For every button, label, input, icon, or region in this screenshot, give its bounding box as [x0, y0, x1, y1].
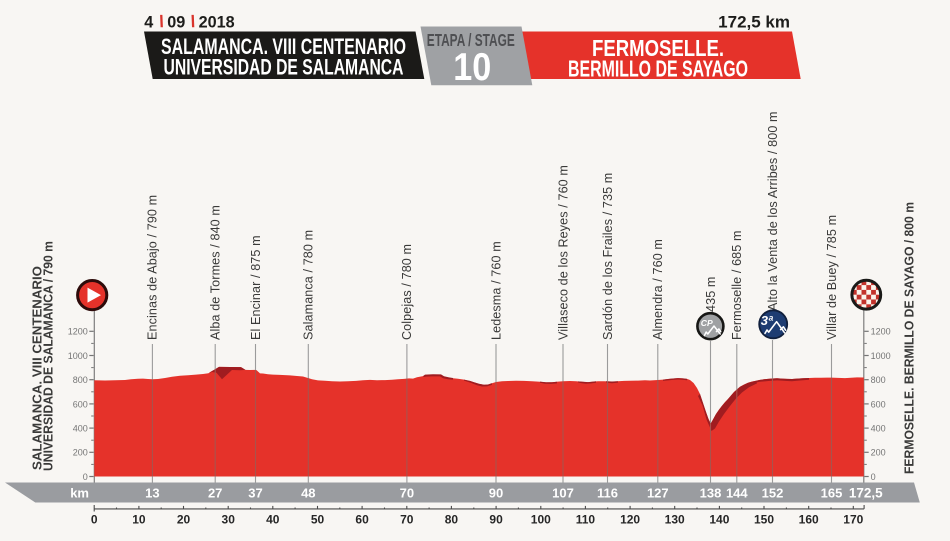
- svg-text:70: 70: [400, 485, 414, 500]
- svg-text:Alba de Tormes / 840 m: Alba de Tormes / 840 m: [209, 205, 223, 340]
- svg-text:Alto la Venta de los Arribes /: Alto la Venta de los Arribes / 800 m: [766, 111, 780, 311]
- svg-text:200: 200: [73, 448, 88, 458]
- svg-text:30: 30: [222, 513, 236, 527]
- svg-text:400: 400: [73, 424, 88, 434]
- svg-text:90: 90: [489, 513, 503, 527]
- svg-text:80: 80: [445, 513, 459, 527]
- svg-text:Salamanca / 780 m: Salamanca / 780 m: [302, 230, 316, 340]
- svg-text:800: 800: [73, 375, 88, 385]
- svg-text:600: 600: [73, 399, 88, 409]
- svg-text:1200: 1200: [68, 327, 88, 337]
- svg-text:13: 13: [145, 485, 159, 500]
- svg-text:160: 160: [799, 513, 819, 527]
- svg-text:0: 0: [871, 472, 876, 482]
- svg-text:Ledesma / 760 m: Ledesma / 760 m: [489, 241, 503, 340]
- svg-text:Fermoselle / 685 m: Fermoselle / 685 m: [730, 230, 744, 340]
- svg-text:127: 127: [647, 485, 669, 500]
- svg-text:200: 200: [871, 448, 886, 458]
- svg-text:800: 800: [871, 375, 886, 385]
- svg-text:116: 116: [597, 485, 618, 500]
- svg-text:km: km: [70, 485, 89, 500]
- svg-text:140: 140: [709, 513, 729, 527]
- svg-text:37: 37: [248, 485, 262, 500]
- svg-text:50: 50: [311, 513, 325, 527]
- svg-text:1200: 1200: [871, 327, 891, 337]
- svg-text:FERMOSELLE.: FERMOSELLE.: [592, 35, 724, 61]
- svg-text:Colpejas / 780 m: Colpejas / 780 m: [400, 244, 414, 340]
- svg-text:Villaseco de los Reyes / 760 m: Villaseco de los Reyes / 760 m: [556, 165, 570, 340]
- svg-text:0: 0: [91, 513, 98, 527]
- svg-text:UNIVERSIDAD DE SALAMANCA / 790: UNIVERSIDAD DE SALAMANCA / 790 m: [41, 241, 56, 471]
- svg-text:60: 60: [355, 513, 369, 527]
- svg-text:SALAMANCA. VIII CENTENARIO: SALAMANCA. VIII CENTENARIO: [30, 266, 45, 470]
- svg-text:BERMILLO DE SAYAGO: BERMILLO DE SAYAGO: [568, 56, 748, 82]
- svg-text:40: 40: [266, 513, 280, 527]
- svg-text:ETAPA / STAGE: ETAPA / STAGE: [427, 30, 515, 50]
- svg-text:138: 138: [700, 485, 722, 500]
- svg-text:1000: 1000: [68, 351, 88, 361]
- svg-text:110: 110: [576, 513, 596, 527]
- svg-text:170: 170: [843, 513, 863, 527]
- svg-text:144: 144: [726, 485, 748, 500]
- svg-text:4: 4: [144, 13, 153, 31]
- svg-text:152: 152: [762, 485, 784, 500]
- svg-text:SALAMANCA. VIII CENTENARIO: SALAMANCA. VIII CENTENARIO: [161, 34, 406, 59]
- svg-text:10: 10: [453, 46, 491, 89]
- svg-text:FERMOSELLE. BERMILLO DE SAYAGO: FERMOSELLE. BERMILLO DE SAYAGO / 800 m: [902, 202, 917, 474]
- svg-text:172,5 km: 172,5 km: [718, 12, 790, 31]
- svg-text:27: 27: [208, 485, 222, 500]
- svg-text:UNIVERSIDAD DE SALAMANCA: UNIVERSIDAD DE SALAMANCA: [164, 55, 404, 80]
- svg-text:48: 48: [301, 485, 315, 500]
- svg-text:El Encinar / 875 m: El Encinar / 875 m: [249, 235, 263, 340]
- svg-text:Sardón de los Frailes / 735 m: Sardón de los Frailes / 735 m: [601, 173, 615, 340]
- svg-text:600: 600: [871, 399, 886, 409]
- svg-text:Encinas de Abajo / 790 m: Encinas de Abajo / 790 m: [146, 195, 160, 340]
- svg-text:70: 70: [400, 513, 414, 527]
- svg-text:Almendra / 760 m: Almendra / 760 m: [651, 239, 665, 340]
- svg-text:165: 165: [821, 485, 843, 500]
- svg-text:09: 09: [167, 13, 185, 31]
- svg-text:100: 100: [531, 513, 551, 527]
- svg-text:435 m: 435 m: [704, 276, 718, 312]
- svg-text:90: 90: [489, 485, 503, 500]
- svg-text:120: 120: [620, 513, 640, 527]
- svg-text:20: 20: [177, 513, 191, 527]
- svg-text:130: 130: [665, 513, 685, 527]
- svg-text:400: 400: [871, 424, 886, 434]
- svg-text:107: 107: [552, 485, 574, 500]
- svg-text:10: 10: [132, 513, 146, 527]
- svg-text:172,5: 172,5: [849, 485, 883, 500]
- svg-text:150: 150: [754, 513, 774, 527]
- svg-text:0: 0: [83, 472, 88, 482]
- svg-text:CP: CP: [701, 318, 713, 328]
- svg-text:2018: 2018: [199, 13, 235, 31]
- svg-text:1000: 1000: [871, 351, 891, 361]
- svg-text:Villar de Buey / 785 m: Villar de Buey / 785 m: [825, 215, 839, 340]
- svg-text:3ª: 3ª: [761, 313, 774, 328]
